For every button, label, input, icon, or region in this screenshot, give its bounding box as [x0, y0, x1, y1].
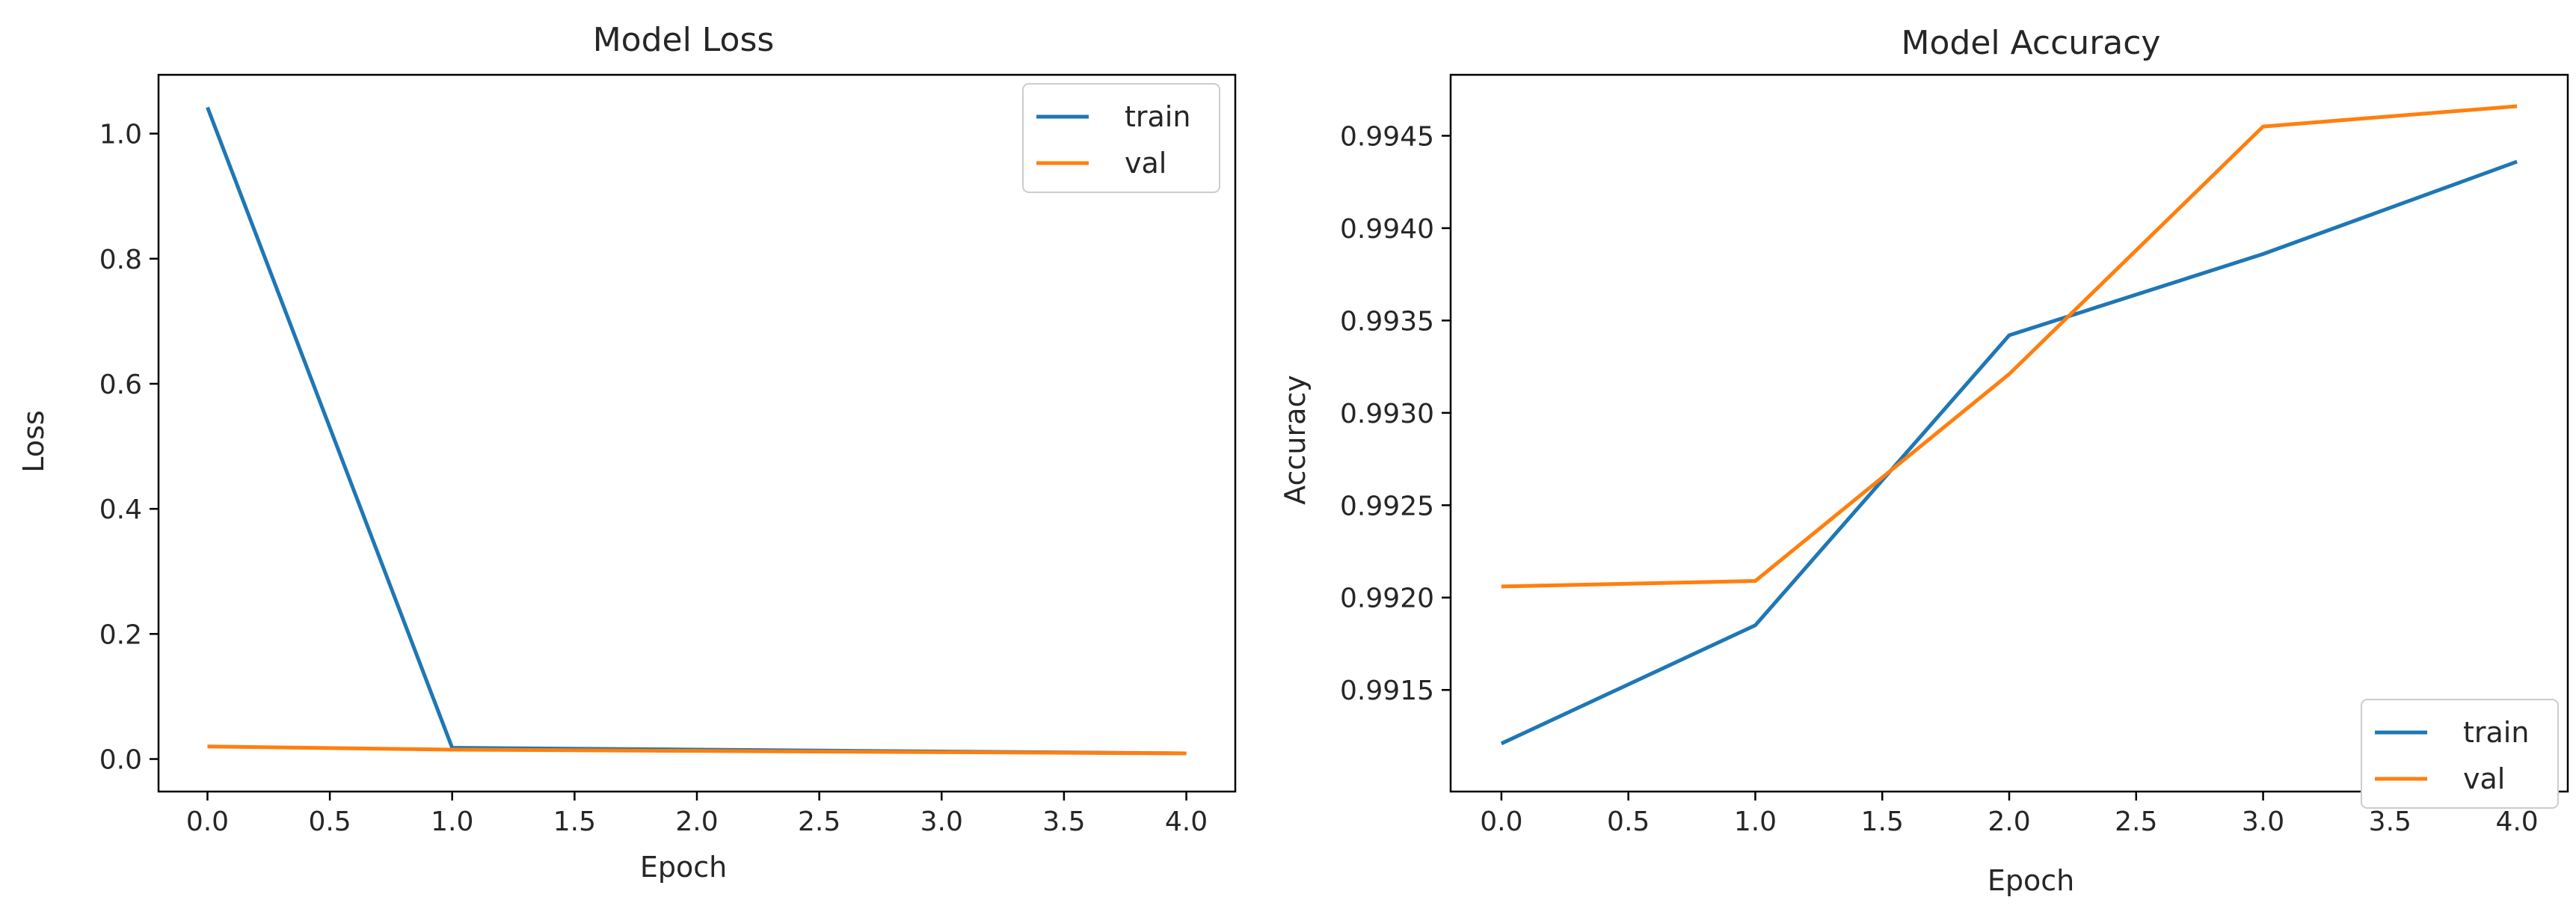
accuracy-chart: Model Accuracy Epoch Accuracy 0.0 0.5 1.0 1…	[1279, 24, 2569, 897]
loss-axes-frame	[157, 73, 1237, 793]
accuracy-ticks: 0.0 0.5 1.0 1.5 2.0 2.5 3.0 3.5 4.0 0.9915 0.9920 0…	[1340, 121, 2539, 837]
accuracy-legend: train val	[2361, 699, 2559, 809]
accuracy-legend-train-label: train	[2463, 716, 2529, 749]
accuracy-x-axis-label: Epoch	[1988, 864, 2074, 897]
loss-y-tick-label: 0.6	[99, 370, 142, 400]
loss-x-axis-label: Epoch	[640, 851, 727, 884]
accuracy-y-axis-label: Accuracy	[1279, 375, 1312, 505]
loss-x-tick-label: 0.0	[186, 807, 229, 837]
accuracy-x-tick-label: 2.5	[2115, 807, 2157, 837]
accuracy-y-tick-label: 0.9935	[1340, 306, 1434, 337]
accuracy-train-series-line	[1500, 159, 2518, 746]
loss-legend-val-label: val	[1125, 147, 1166, 180]
loss-x-tick-label: 1.0	[431, 807, 473, 837]
accuracy-chart-title: Model Accuracy	[1902, 24, 2161, 62]
accuracy-axes-frame	[1449, 73, 2569, 793]
loss-x-tick-label: 2.0	[675, 807, 718, 837]
loss-y-tick-label: 0.0	[99, 745, 142, 776]
loss-x-tick-label: 3.5	[1042, 807, 1085, 837]
accuracy-x-tick-label: 0.0	[1480, 807, 1522, 837]
accuracy-x-tick-label: 3.0	[2242, 807, 2284, 837]
loss-lines	[206, 106, 1187, 756]
loss-y-tick-label: 0.4	[99, 495, 142, 525]
loss-legend-train-label: train	[1125, 100, 1190, 133]
loss-chart: Model Loss Epoch Loss 0.0 0.5 1.0 1.5 2.0 2.5…	[17, 21, 1237, 884]
accuracy-x-tick-label: 1.5	[1861, 807, 1904, 837]
loss-x-tick-label: 1.5	[553, 807, 596, 837]
loss-y-axis-label: Loss	[17, 410, 50, 472]
loss-chart-title: Model Loss	[593, 21, 775, 59]
loss-ticks: 0.0 0.5 1.0 1.5 2.0 2.5 3.0 3.5 4.0 0.0 0.2 0.4 0.6 0…	[99, 120, 1208, 837]
accuracy-val-series-line	[1501, 104, 2518, 589]
accuracy-y-tick-label: 0.9915	[1340, 676, 1434, 706]
accuracy-y-tick-label: 0.9930	[1340, 399, 1434, 429]
accuracy-y-tick-label: 0.9945	[1340, 121, 1434, 152]
accuracy-lines	[1500, 104, 2518, 746]
loss-legend-box	[1022, 83, 1220, 193]
accuracy-x-tick-label: 0.5	[1607, 807, 1650, 837]
accuracy-x-tick-label: 4.0	[2495, 807, 2538, 837]
accuracy-x-tick-label: 2.0	[1988, 807, 2030, 837]
loss-val-series-line	[207, 744, 1187, 756]
loss-y-tick-label: 0.2	[99, 619, 142, 650]
loss-x-tick-label: 3.0	[920, 807, 963, 837]
accuracy-legend-val-label: val	[2463, 762, 2505, 795]
loss-x-tick-label: 4.0	[1165, 807, 1208, 837]
loss-x-tick-label: 0.5	[308, 807, 351, 837]
accuracy-legend-box	[2361, 699, 2559, 809]
accuracy-y-tick-label: 0.9920	[1340, 584, 1434, 614]
accuracy-x-tick-label: 1.0	[1734, 807, 1777, 837]
accuracy-y-tick-label: 0.9925	[1340, 491, 1434, 521]
loss-legend: train val	[1022, 83, 1220, 193]
loss-y-tick-label: 0.8	[99, 245, 142, 275]
loss-x-tick-label: 2.5	[798, 807, 840, 837]
accuracy-y-tick-label: 0.9940	[1340, 214, 1434, 245]
accuracy-x-tick-label: 3.5	[2369, 807, 2411, 837]
loss-y-tick-label: 1.0	[99, 120, 142, 150]
